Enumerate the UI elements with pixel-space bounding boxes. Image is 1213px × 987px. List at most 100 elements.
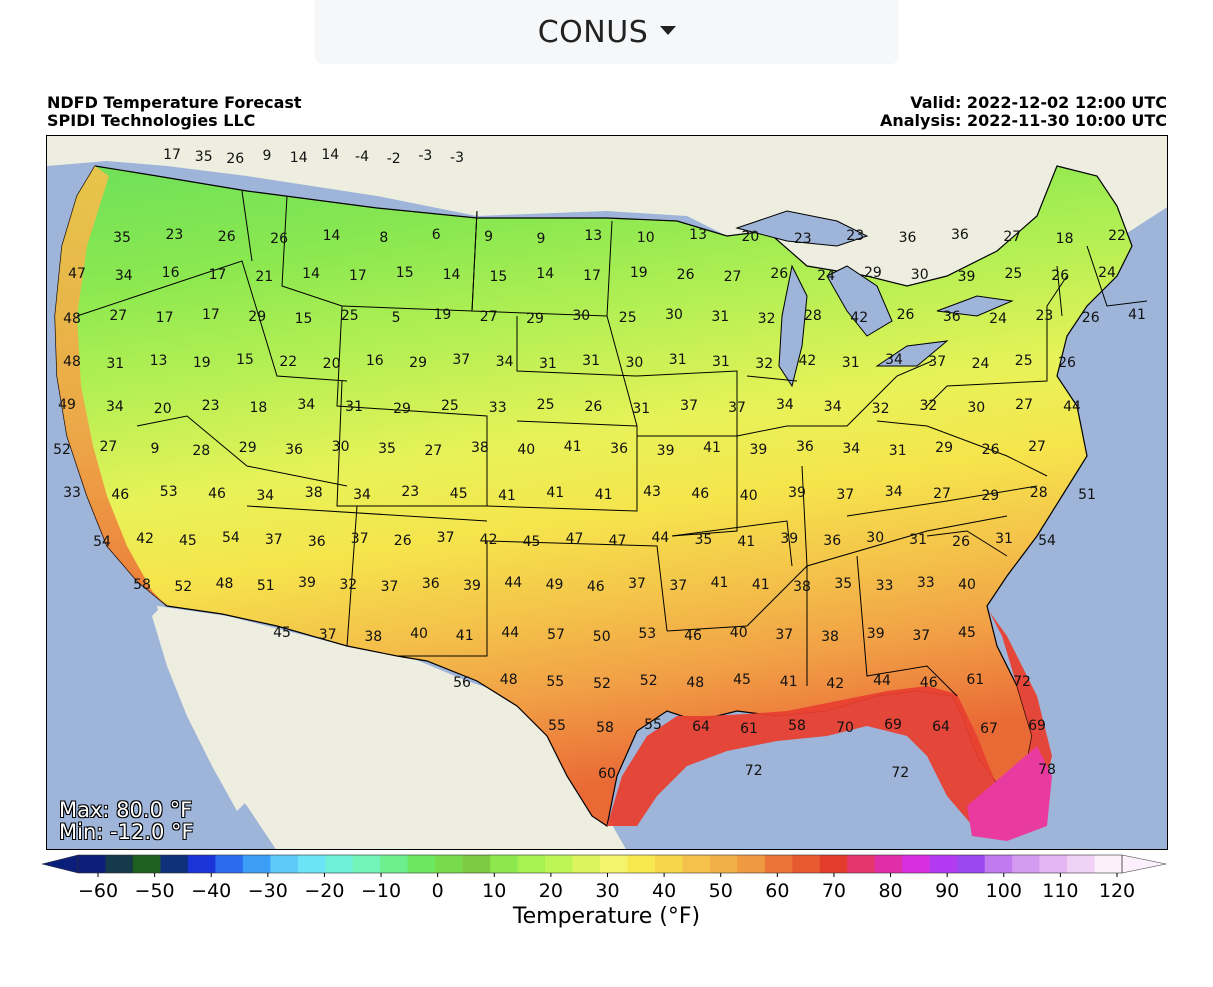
temperature-value: 24 [972,356,990,372]
colorbar-swatch [435,855,464,873]
temperature-value: 41 [711,575,729,591]
colorbar-swatch [325,855,354,873]
temperature-value: 25 [441,398,459,414]
temperature-value: 48 [216,576,234,592]
temperature-value: 10 [637,230,655,246]
temperature-value: 28 [192,443,210,459]
colorbar-tick-label: 10 [482,880,506,899]
colorbar-tick-label: 110 [1042,880,1078,899]
temperature-value: 40 [410,626,428,642]
temperature-value: 39 [463,578,481,594]
temperature-value: 31 [889,443,907,459]
temperature-value: 35 [834,576,852,592]
max-temp: Max: 80.0 °F [59,798,193,822]
colorbar-tick-label: 0 [432,880,444,899]
temperature-value: 36 [610,441,628,457]
temperature-value: 39 [788,485,806,501]
max-min-stats: Max: 80.0 °F Min: -12.0 °F [59,799,194,843]
temperature-value: 30 [866,530,884,546]
temperature-value: 34 [297,397,315,413]
temperature-value: 15 [489,269,507,285]
temperature-value: 44 [501,625,519,641]
temperature-value: 20 [741,229,759,245]
temperature-map[interactable]: 17 35 26 9 14 14 -4 -2 -3 -3 35 23 26 26 14 8 6 9 9 13 10 13 2… [46,135,1168,850]
temperature-value: 41 [703,440,721,456]
temperature-value: 32 [919,398,937,414]
temperature-value: 20 [323,356,341,372]
colorbar-tick-label: 70 [822,880,846,899]
temperature-value: 35 [694,532,712,548]
temperature-value: 50 [593,629,611,645]
temperature-value: 30 [665,307,683,323]
colorbar-swatch [847,855,876,873]
temperature-value: 35 [195,149,213,165]
colorbar-tick-label: 20 [539,880,563,899]
temperature-value: 37 [728,400,746,416]
temperature-value: 29 [393,401,411,417]
temperature-value: 35 [113,230,131,246]
temperature-value: 26 [584,399,602,415]
temperature-value: 16 [366,353,384,369]
temperature-value: 37 [912,628,930,644]
colorbar-tick-label: 120 [1099,880,1135,899]
region-dropdown[interactable]: CONUS [315,0,899,64]
temperature-value: 37 [452,352,470,368]
temperature-value: 44 [504,575,522,591]
colorbar-tick-label: 90 [935,880,959,899]
temperature-value: 14 [323,228,341,244]
temperature-value: 36 [285,442,303,458]
temperature-value: 33 [917,575,935,591]
temperature-value: 5 [392,310,401,326]
temperature-value: 53 [160,484,178,500]
temperature-value: 31 [632,401,650,417]
colorbar-tick-label: 60 [765,880,789,899]
temperature-value: 48 [63,311,81,327]
temperature-value: 31 [711,309,729,325]
colorbar-min-arrow [42,854,79,874]
temperature-value: 33 [63,485,81,501]
temperature-value: 29 [239,440,257,456]
colorbar-swatch [902,855,931,873]
temperature-value: 37 [437,530,455,546]
temperature-value: 70 [836,720,854,736]
temperature-value: 37 [680,398,698,414]
baja-peninsula [152,606,247,811]
temperature-value: 27 [109,308,127,324]
temperature-value: 34 [885,484,903,500]
temperature-value: 47 [609,533,627,549]
temperature-value: 49 [58,397,76,413]
temperature-value: 31 [995,531,1013,547]
temperature-value: 64 [692,719,710,735]
temperature-value: 16 [162,265,180,281]
temperature-value: 67 [980,721,998,737]
gulf-coast-band [607,611,1052,831]
temperature-value: 54 [222,530,240,546]
temperature-value: 41 [595,487,613,503]
colorbar-swatch [297,855,326,873]
temperature-value: 19 [630,265,648,281]
temperature-value: 17 [583,268,601,284]
colorbar-swatch [160,855,189,873]
temperature-value: 15 [396,265,414,281]
temperature-value: 44 [651,530,669,546]
temperature-value: 45 [523,534,541,550]
temperature-value: 52 [53,442,71,458]
temperature-value: 46 [920,675,938,691]
colorbar-swatch [242,855,271,873]
temperature-value: 46 [111,487,129,503]
temperature-value: 58 [133,577,151,593]
temperature-value: 14 [302,266,320,282]
temperature-value: 49 [546,577,564,593]
colorbar-swatch [874,855,903,873]
colorbar-swatch [737,855,766,873]
temperature-value: 28 [1030,485,1048,501]
temperature-value: 45 [179,533,197,549]
temperature-value: 8 [379,230,388,246]
organization-label: SPIDI Technologies LLC [47,111,256,130]
temperature-value: 27 [724,269,742,285]
temperature-value: 60 [598,766,616,782]
temperature-value: 24 [817,268,835,284]
temperature-value: 37 [319,627,337,643]
temperature-value: 55 [546,674,564,690]
temperature-value: 29 [248,309,266,325]
